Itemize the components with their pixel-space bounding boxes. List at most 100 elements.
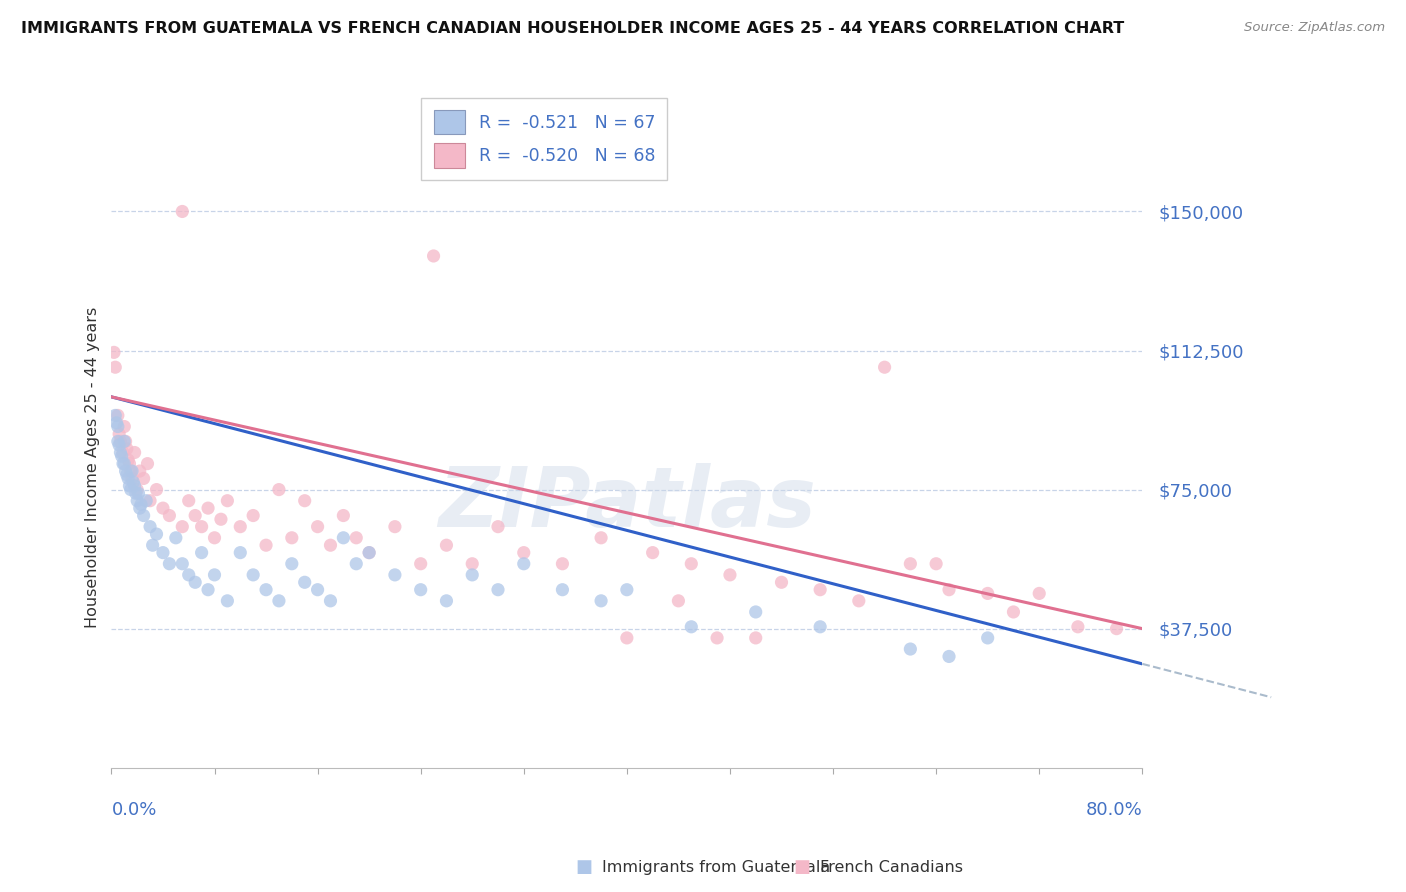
- Point: [486, 519, 509, 533]
- Point: [121, 471, 143, 485]
- Point: [124, 479, 146, 493]
- Point: [461, 557, 484, 571]
- Point: [1105, 622, 1128, 636]
- Point: [118, 457, 141, 471]
- Point: [177, 493, 200, 508]
- Point: [184, 508, 207, 523]
- Point: [217, 594, 239, 608]
- Text: French Canadians: French Canadians: [820, 860, 963, 874]
- Point: [108, 438, 131, 452]
- Point: [976, 631, 998, 645]
- Point: [104, 409, 127, 423]
- Point: [111, 457, 134, 471]
- Point: [117, 453, 139, 467]
- Point: [770, 575, 793, 590]
- Point: [190, 546, 212, 560]
- Point: [461, 567, 484, 582]
- Point: [486, 582, 509, 597]
- Point: [925, 557, 948, 571]
- Point: [132, 508, 155, 523]
- Point: [1028, 586, 1050, 600]
- Point: [157, 508, 180, 523]
- Point: [115, 442, 138, 456]
- Point: [681, 557, 703, 571]
- Point: [873, 360, 896, 375]
- Point: [111, 449, 134, 463]
- Point: [152, 546, 174, 560]
- Point: [808, 582, 831, 597]
- Point: [551, 582, 574, 597]
- Point: [165, 531, 187, 545]
- Point: [172, 204, 194, 219]
- Point: [254, 538, 277, 552]
- Point: [384, 519, 406, 533]
- Point: [157, 557, 180, 571]
- Point: [139, 493, 162, 508]
- Point: [107, 419, 129, 434]
- Point: [409, 582, 432, 597]
- Point: [591, 594, 613, 608]
- Text: ■: ■: [575, 858, 592, 876]
- Point: [344, 557, 367, 571]
- Point: [513, 557, 536, 571]
- Point: [1067, 620, 1090, 634]
- Point: [422, 249, 444, 263]
- Point: [117, 471, 139, 485]
- Point: [1002, 605, 1025, 619]
- Point: [108, 427, 131, 442]
- Point: [294, 493, 316, 508]
- Point: [706, 631, 728, 645]
- Point: [190, 519, 212, 533]
- Point: [898, 557, 921, 571]
- Legend: R =  -0.521   N = 67, R =  -0.520   N = 68: R = -0.521 N = 67, R = -0.520 N = 68: [422, 97, 668, 179]
- Point: [281, 557, 304, 571]
- Point: [591, 531, 613, 545]
- Point: [127, 486, 149, 500]
- Point: [409, 557, 432, 571]
- Point: [132, 471, 155, 485]
- Point: [120, 483, 142, 497]
- Point: [938, 649, 960, 664]
- Text: ZIPatlas: ZIPatlas: [437, 463, 815, 544]
- Point: [436, 538, 458, 552]
- Text: 0.0%: 0.0%: [111, 801, 157, 819]
- Point: [135, 493, 157, 508]
- Point: [359, 546, 381, 560]
- Point: [616, 631, 638, 645]
- Point: [112, 434, 135, 449]
- Point: [254, 582, 277, 597]
- Point: [122, 475, 145, 490]
- Point: [111, 445, 134, 459]
- Point: [319, 594, 342, 608]
- Point: [197, 501, 219, 516]
- Point: [808, 620, 831, 634]
- Point: [145, 527, 167, 541]
- Point: [136, 457, 159, 471]
- Point: [745, 605, 768, 619]
- Point: [177, 567, 200, 582]
- Point: [681, 620, 703, 634]
- Point: [121, 464, 143, 478]
- Point: [204, 531, 226, 545]
- Point: [242, 567, 264, 582]
- Point: [118, 479, 141, 493]
- Point: [110, 434, 132, 449]
- Point: [359, 546, 381, 560]
- Point: [120, 464, 142, 478]
- Point: [184, 575, 207, 590]
- Point: [848, 594, 870, 608]
- Point: [152, 501, 174, 516]
- Point: [112, 457, 135, 471]
- Point: [209, 512, 232, 526]
- Text: Source: ZipAtlas.com: Source: ZipAtlas.com: [1244, 21, 1385, 34]
- Point: [281, 531, 304, 545]
- Point: [172, 519, 194, 533]
- Point: [229, 519, 252, 533]
- Point: [124, 445, 146, 459]
- Y-axis label: Householder Income Ages 25 - 44 years: Householder Income Ages 25 - 44 years: [86, 307, 100, 628]
- Point: [105, 416, 128, 430]
- Point: [204, 567, 226, 582]
- Point: [128, 501, 150, 516]
- Point: [127, 483, 149, 497]
- Point: [217, 493, 239, 508]
